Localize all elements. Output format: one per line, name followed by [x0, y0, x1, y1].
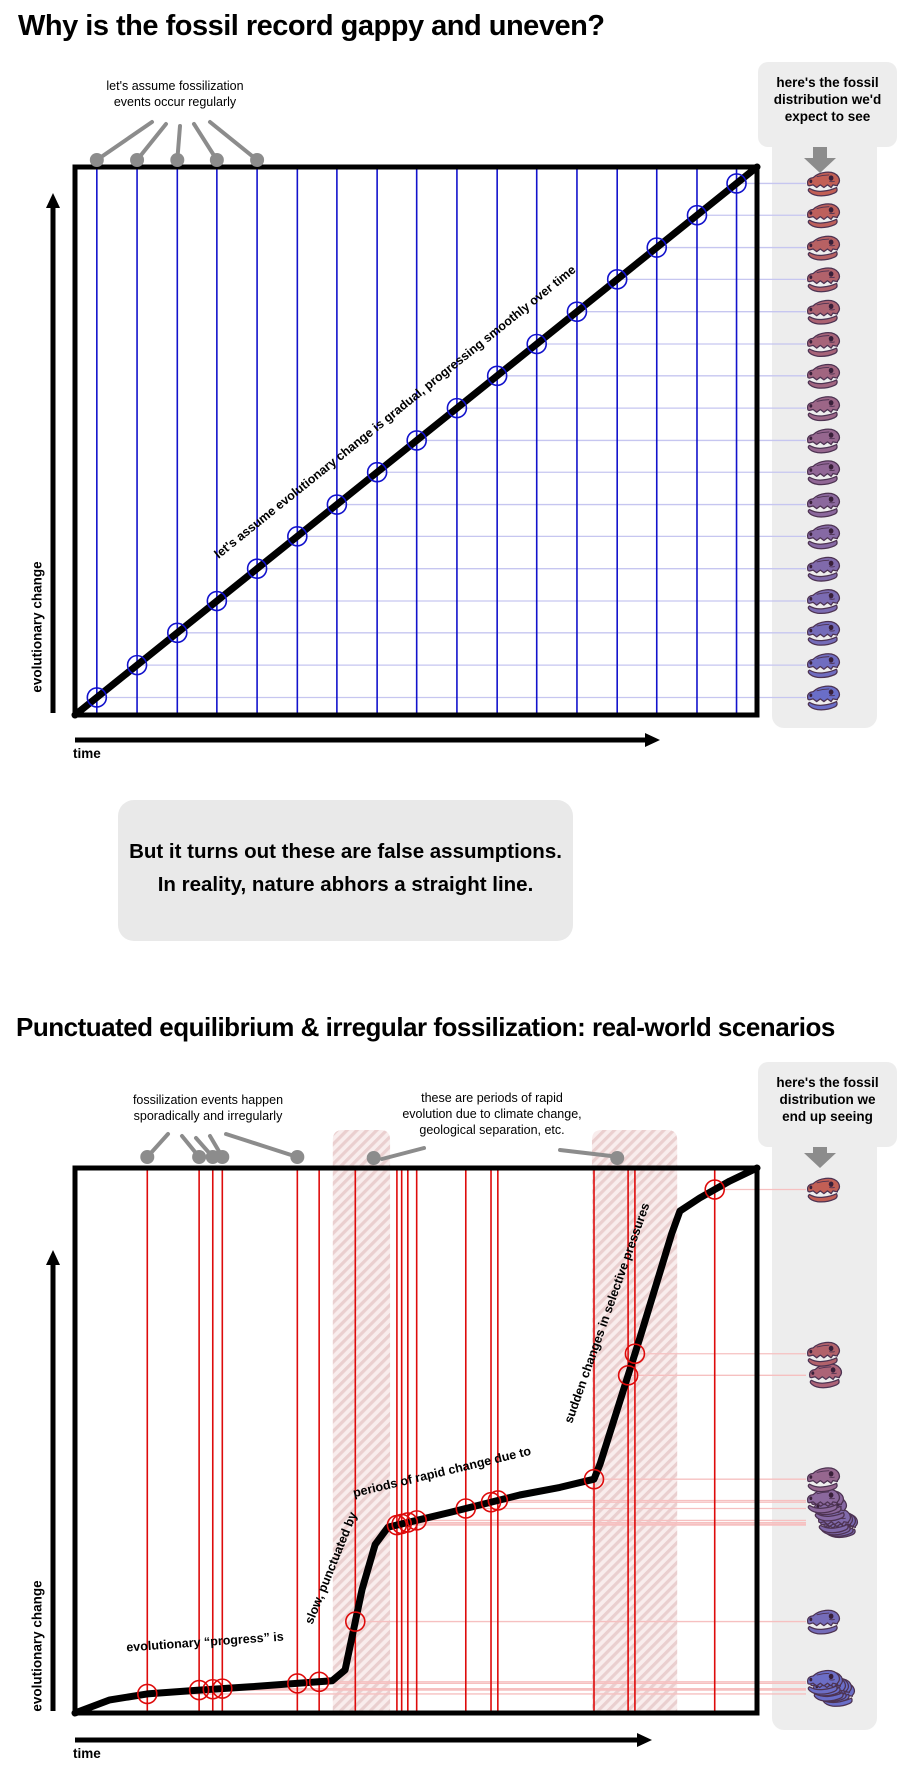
fossil-sample-circle [704, 1179, 726, 1200]
annotation-regular-events: let's assume fossilization events occur … [75, 78, 275, 110]
annotation-line: let's assume fossilization [106, 79, 244, 93]
y-axis-label-1: evolutionary change [29, 561, 45, 693]
fossil-sample-circle [606, 269, 628, 290]
annotation-line: these are periods of rapid [421, 1091, 563, 1105]
y-axis-arrowhead [46, 193, 60, 208]
annotation-line: events occur regularly [113, 95, 237, 109]
annotation-pointer-line [224, 1132, 300, 1159]
callout-line: end up seeing [782, 1109, 873, 1124]
interlude-line: But it turns out these are false assumpt… [129, 840, 562, 863]
plot-border [72, 164, 760, 718]
fossil-sample-circle [212, 1678, 233, 1699]
fossil-sample-circle [455, 1498, 477, 1519]
fossil-sample-circle [287, 1673, 308, 1694]
annotation-pointer-dot [250, 153, 265, 167]
fossil-sample-circle [646, 237, 668, 258]
fossil-sample-circle [406, 430, 427, 451]
evolution-curve [71, 1164, 761, 1717]
x-axis-label-2: time [73, 1746, 101, 1761]
x-axis-label-1: time [73, 746, 101, 761]
fossil-sample-circle [167, 622, 188, 644]
fossil-sample-circle [326, 494, 348, 515]
y-axis-label-2: evolutionary change [29, 1580, 45, 1712]
fossil-sample-circle [188, 1679, 210, 1701]
fossil-distribution-panel [772, 64, 877, 728]
fossil-sample-circle [206, 590, 228, 612]
annotation-pointer-dot [140, 1150, 155, 1164]
annotation-line: sporadically and irregularly [133, 1109, 283, 1123]
fossil-sample-circle [583, 1468, 605, 1490]
annotation-pointer-line [94, 120, 154, 162]
annotation-pointer-line [192, 122, 219, 162]
fossil-sample-circle [480, 1491, 502, 1513]
callout-line: here's the fossil [776, 75, 879, 90]
annotation-pointer-dot [610, 1151, 625, 1165]
page-title: Why is the fossil record gappy and uneve… [18, 10, 605, 42]
fossil-sample-circle [686, 204, 708, 226]
plot-border [72, 1165, 760, 1716]
fossil-sample-circle [202, 1678, 224, 1700]
fossil-sample-circle [726, 173, 747, 194]
annotation-line: evolution due to climate change, [402, 1107, 582, 1121]
fossil-sample-circle [566, 301, 588, 322]
annotation-pointer-dot [366, 1151, 381, 1165]
fossil-sample-circle [126, 654, 148, 676]
x-axis-arrowhead [637, 1733, 652, 1747]
interlude-line: In reality, nature abhors a straight lin… [157, 873, 534, 896]
fossil-sample-circle [287, 526, 308, 547]
down-arrow-icon [804, 147, 836, 173]
x-axis-arrowhead [645, 733, 660, 747]
fossil-sample-circle [487, 1490, 509, 1511]
fossil-sample-circle [406, 1510, 427, 1531]
annotation-pointer-dot [130, 153, 145, 167]
fossil-sample-circle [308, 1671, 330, 1693]
section2-title: Punctuated equilibrium & irregular fossi… [16, 1012, 835, 1042]
evolution-curve [71, 163, 761, 719]
annotation-pointer-line [135, 122, 168, 162]
callout-expected-distribution: here's the fossil distribution we'd expe… [758, 62, 897, 147]
callout-line: here's the fossil [776, 1075, 879, 1090]
fossil-sample-circle [136, 1683, 158, 1705]
annotation-line: geological separation, etc. [419, 1123, 565, 1137]
fossil-sample-circle [86, 687, 108, 708]
fossil-sample-circle [397, 1512, 419, 1533]
annotation-line: fossilization events happen [132, 1093, 284, 1107]
annotation-pointer-line [380, 1146, 426, 1161]
annotation-pointer-line [208, 120, 260, 162]
annotation-pointer-dot [290, 1150, 305, 1164]
fossil-sample-circle [486, 365, 508, 387]
annotation-pointer-dot [192, 1150, 207, 1164]
interlude-box: But it turns out these are false assumpt… [118, 800, 573, 941]
fossil-sample-circle [624, 1343, 646, 1365]
rapid-evolution-band [332, 1130, 391, 1713]
callout-line: expect to see [784, 109, 871, 124]
fossil-sample-circle [617, 1365, 639, 1386]
annotation-pointer-dot [215, 1150, 230, 1164]
callout-line: distribution we [779, 1092, 876, 1107]
annotation-pointer-dot [170, 153, 185, 167]
callout-observed-distribution: here's the fossil distribution we end up… [758, 1062, 897, 1147]
down-arrow-icon [804, 1142, 836, 1168]
annotation-pointer-dot [209, 153, 224, 167]
fossil-sample-circle [366, 461, 388, 483]
fossil-sample-circle [246, 558, 268, 579]
y-axis-arrowhead [46, 1250, 60, 1265]
annotation-pointer-dot [89, 153, 104, 167]
annotation-sporadic-events: fossilization events happen sporadically… [108, 1092, 308, 1124]
annotation-rapid-periods: these are periods of rapid evolution due… [392, 1090, 592, 1138]
fossil-sample-circle [345, 1611, 366, 1632]
fossil-sample-circle [526, 333, 548, 355]
callout-line: distribution we'd [773, 92, 882, 107]
fossil-distribution-panel [772, 1064, 877, 1730]
annotation-pointer-line [558, 1148, 613, 1158]
fossil-sample-circle [446, 397, 468, 419]
